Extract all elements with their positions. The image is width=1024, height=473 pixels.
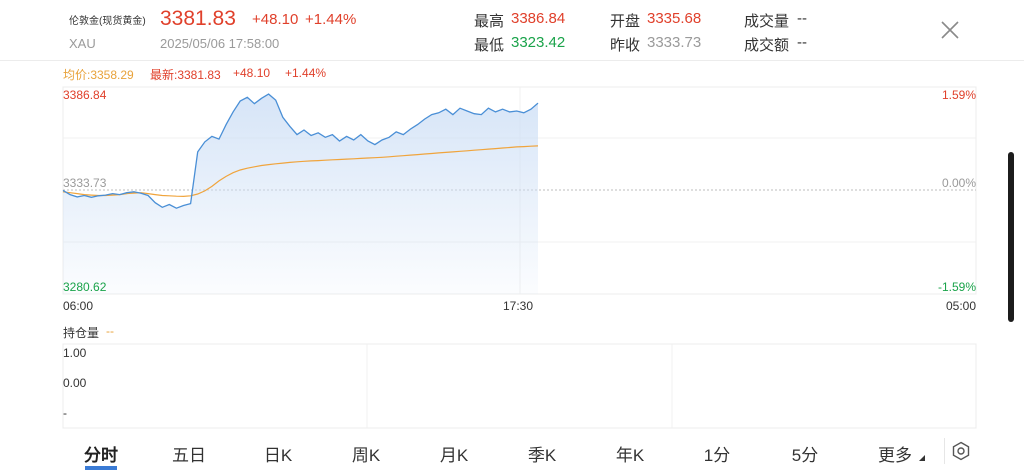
position-label: 持仓量 xyxy=(63,326,100,340)
active-tab-indicator xyxy=(85,466,117,470)
price-change: +48.10 xyxy=(252,11,299,28)
tab-intraday[interactable]: 分时 xyxy=(84,446,118,465)
time-axis-end: 05:00 xyxy=(945,299,976,313)
position-tick-top: 1.00 xyxy=(63,346,87,360)
price-line xyxy=(62,93,539,209)
instrument-name: 伦敦金(现货黄金) xyxy=(69,16,146,27)
header-divider xyxy=(0,60,1024,61)
open-label: 开盘 xyxy=(610,13,641,30)
pct-axis-bottom: -1.59% xyxy=(937,280,976,294)
volume-value: -- xyxy=(797,10,807,27)
tab-divider xyxy=(944,438,945,464)
tab-monthly-k[interactable]: 月K xyxy=(439,446,469,465)
pct-axis-top: 1.59% xyxy=(941,88,976,102)
price-axis-top: 3386.84 xyxy=(63,88,107,102)
price-area xyxy=(63,94,538,294)
amount-value: -- xyxy=(797,34,807,51)
position-frame xyxy=(62,343,977,429)
avg-price-label: 均价:3358.29 xyxy=(63,68,134,82)
close-icon[interactable] xyxy=(938,18,962,42)
tab-1-minute[interactable]: 1分 xyxy=(703,446,731,465)
scrollbar[interactable] xyxy=(1008,152,1014,322)
settings-icon[interactable] xyxy=(951,441,971,461)
legend-change: +48.10 xyxy=(233,66,271,80)
high-value: 3386.84 xyxy=(511,10,566,27)
price-axis-bottom: 3280.62 xyxy=(63,280,107,294)
position-value: -- xyxy=(106,324,114,338)
high-label: 最高 xyxy=(474,13,505,30)
pct-axis-mid: 0.00% xyxy=(941,176,976,190)
more-dropdown-icon xyxy=(919,455,925,461)
position-tick-bottom: - xyxy=(63,406,67,420)
latest-price-label: 最新:3381.83 xyxy=(150,68,221,82)
low-value: 3323.42 xyxy=(511,34,566,51)
tab-five-day[interactable]: 五日 xyxy=(172,446,206,465)
prev-close-label: 昨收 xyxy=(610,37,641,54)
legend-change-pct: +1.44% xyxy=(285,66,327,80)
instrument-code: XAU xyxy=(69,36,96,51)
average-price-line xyxy=(62,145,539,198)
amount-label: 成交额 xyxy=(744,37,790,54)
time-axis-start: 06:00 xyxy=(63,299,94,313)
position-tick-mid: 0.00 xyxy=(63,376,87,390)
time-axis-mid: 17:30 xyxy=(503,299,534,313)
open-value: 3335.68 xyxy=(647,10,702,27)
position-chart xyxy=(62,343,977,429)
tab-yearly-k[interactable]: 年K xyxy=(615,446,645,465)
low-label: 最低 xyxy=(474,37,505,54)
tab-quarterly-k[interactable]: 季K xyxy=(527,446,557,465)
price-axis-mid: 3333.73 xyxy=(63,176,107,190)
intraday-chart[interactable] xyxy=(0,0,1024,330)
prev-close-value: 3333.73 xyxy=(647,34,702,51)
tab-daily-k[interactable]: 日K xyxy=(263,446,293,465)
volume-label: 成交量 xyxy=(744,13,790,30)
tab-5-minute[interactable]: 5分 xyxy=(791,446,819,465)
last-price: 3381.83 xyxy=(160,7,236,30)
tab-more[interactable]: 更多 xyxy=(878,446,912,465)
price-change-pct: +1.44% xyxy=(305,11,357,28)
tab-weekly-k[interactable]: 周K xyxy=(351,446,381,465)
quote-datetime: 2025/05/06 17:58:00 xyxy=(160,36,280,51)
